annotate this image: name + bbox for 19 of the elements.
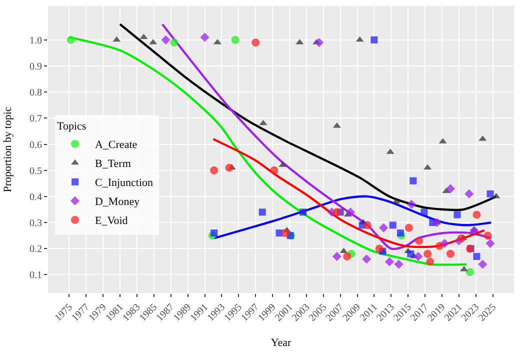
- legend-label: C_Injunction: [94, 177, 154, 190]
- y-tick-label: 0.8: [30, 88, 42, 99]
- y-tick-label: 0.9: [30, 62, 42, 73]
- legend-title: Topics: [56, 120, 86, 132]
- y-tick-label: 0.3: [30, 218, 42, 230]
- x-axis-title: Year: [270, 337, 292, 349]
- legend-label: B_Term: [94, 158, 132, 170]
- x-tick-label: 2011: [358, 302, 380, 324]
- legend-label: D_Money: [94, 196, 140, 208]
- y-tick-label: 0.2: [30, 244, 42, 256]
- y-axis-title: Proportion by topic: [2, 106, 14, 192]
- y-tick-label: 0.6: [30, 140, 42, 151]
- legend-label: E_Void: [94, 215, 128, 228]
- y-tick-label: 0.7: [30, 114, 42, 125]
- legend-label: A_Create: [94, 139, 138, 152]
- y-tick-label: 0.4: [30, 192, 42, 203]
- y-tick-label: 0.5: [30, 166, 42, 177]
- y-tick-label: 0.1: [30, 270, 42, 282]
- y-tick-label: 1.0: [30, 35, 42, 46]
